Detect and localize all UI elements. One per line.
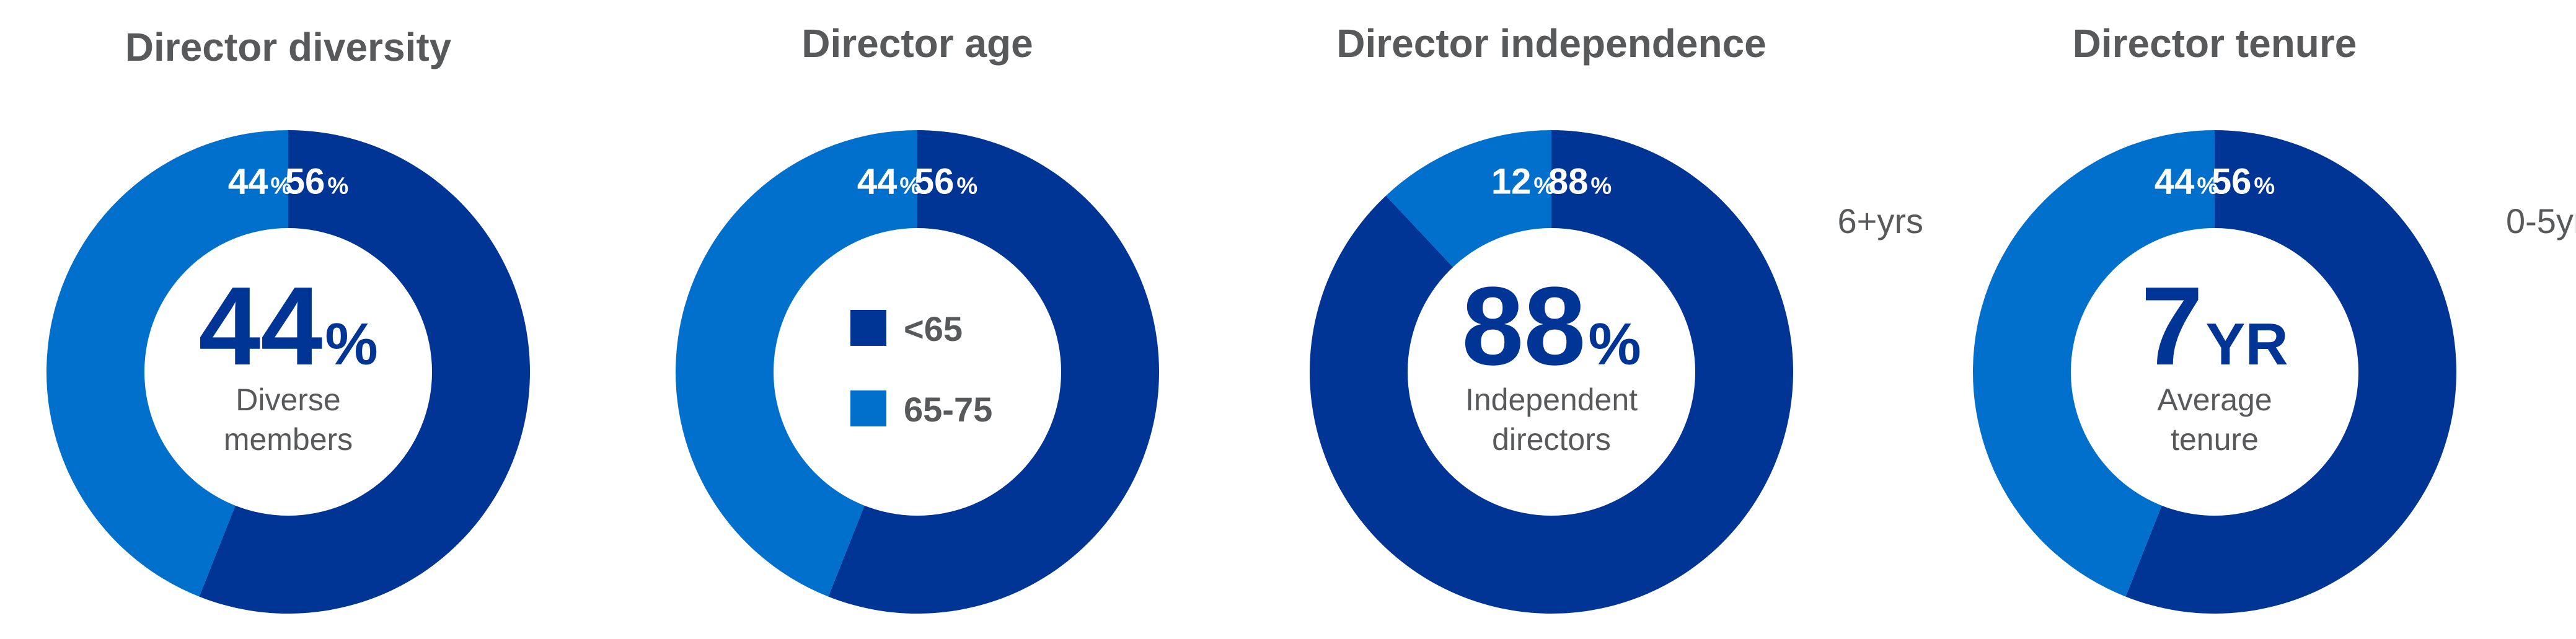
legend-swatch (850, 390, 886, 426)
donut-hole (2071, 228, 2358, 516)
center-caption: directors (1492, 422, 1611, 457)
slice-label: 56% (914, 161, 977, 201)
center-caption: members (224, 422, 353, 457)
outer-label-right: 0-5yrs (2506, 201, 2576, 240)
slice-label: 44% (857, 161, 920, 201)
outer-label-left: 6+yrs (1838, 201, 1924, 240)
legend-swatch (850, 310, 886, 346)
chart-title: Director diversity (125, 25, 452, 69)
center-unit: YR (2205, 311, 2288, 377)
center-caption: Average (2157, 382, 2272, 417)
legend-label: <65 (904, 309, 963, 348)
slice-label: 12% (1491, 161, 1555, 201)
slice-label: 56% (285, 161, 348, 201)
center-value: 88% (1462, 264, 1641, 389)
legend-label: 65-75 (904, 390, 992, 429)
center-caption: Diverse (236, 382, 340, 417)
center-unit: % (1588, 311, 1641, 377)
center-number: 7 (2141, 264, 2203, 389)
slice-label: 44% (228, 161, 291, 201)
center-caption: Independent (1465, 382, 1638, 417)
slice-label: 44% (2155, 161, 2218, 201)
center-value: 44% (198, 264, 378, 389)
donut-hole (144, 228, 432, 516)
donut-hole (774, 228, 1061, 516)
donut-chart-2: Director age 56 %44 % <65 65-75 (675, 21, 1159, 614)
slice-label: 56% (2212, 161, 2275, 201)
center-unit: % (325, 311, 377, 377)
center-number: 88 (1462, 264, 1586, 389)
donut-hole (1408, 228, 1695, 516)
center-number: 44 (198, 264, 322, 389)
chart-title: Director tenure (2073, 21, 2357, 66)
slice-label: 88% (1548, 161, 1612, 201)
chart-title: Director independence (1336, 21, 1767, 66)
center-value: 7YR (2141, 264, 2288, 389)
center-caption: tenure (2171, 422, 2259, 457)
chart-title: Director age (801, 21, 1033, 66)
